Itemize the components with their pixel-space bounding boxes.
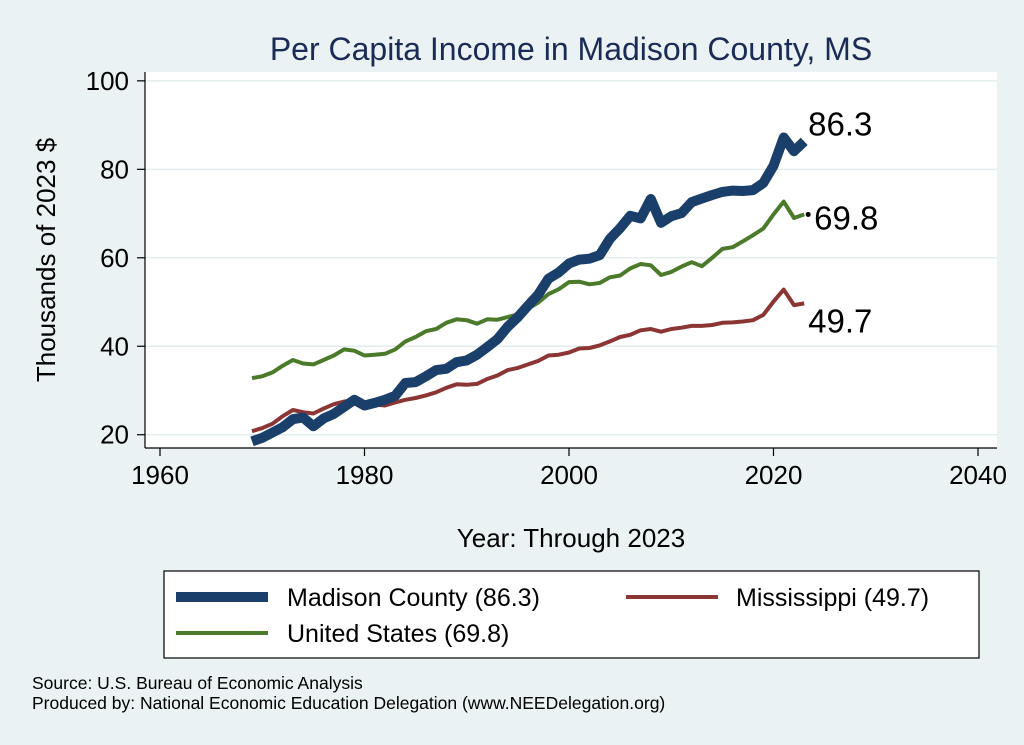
x-tick-label-1960: 1960 bbox=[131, 460, 189, 490]
legend-label-mississippi: Mississippi (49.7) bbox=[736, 584, 929, 612]
legend-label-united-states: United States (69.8) bbox=[287, 620, 509, 648]
end-label-madison-county: 86.3 bbox=[808, 105, 872, 142]
x-axis-ticks: 1960 1980 2000 2020 2040 bbox=[131, 448, 1007, 490]
end-labels: 86.3 49.7 69.8 bbox=[805, 105, 878, 339]
end-label-mississippi: 49.7 bbox=[808, 302, 872, 339]
source-note: Source: U.S. Bureau of Economic Analysis bbox=[32, 673, 363, 693]
y-tick-label-80: 80 bbox=[100, 154, 129, 184]
x-tick-label-2000: 2000 bbox=[540, 460, 598, 490]
x-tick-label-2020: 2020 bbox=[745, 460, 803, 490]
legend: Madison County (86.3) Mississippi (49.7)… bbox=[163, 570, 980, 659]
end-label-united-states: 69.8 bbox=[814, 199, 878, 236]
produced-by-note: Produced by: National Economic Education… bbox=[32, 693, 666, 713]
y-tick-label-60: 60 bbox=[100, 243, 129, 273]
y-axis-title: Thousands of 2023 $ bbox=[31, 137, 61, 382]
y-tick-label-20: 20 bbox=[100, 420, 129, 450]
series-line-madison-county bbox=[250, 132, 808, 447]
y-tick-label-100: 100 bbox=[86, 66, 129, 96]
y-axis-ticks: 20 40 60 80 100 bbox=[86, 66, 145, 450]
end-marker-united-states bbox=[805, 211, 811, 217]
legend-box bbox=[163, 570, 980, 659]
y-tick-label-40: 40 bbox=[100, 331, 129, 361]
x-tick-label-2040: 2040 bbox=[949, 460, 1007, 490]
chart-title: Per Capita Income in Madison County, MS bbox=[270, 31, 872, 67]
legend-label-madison: Madison County (86.3) bbox=[287, 584, 540, 612]
x-tick-label-1980: 1980 bbox=[336, 460, 394, 490]
x-axis-title: Year: Through 2023 bbox=[457, 523, 685, 553]
series-lines bbox=[250, 132, 808, 447]
